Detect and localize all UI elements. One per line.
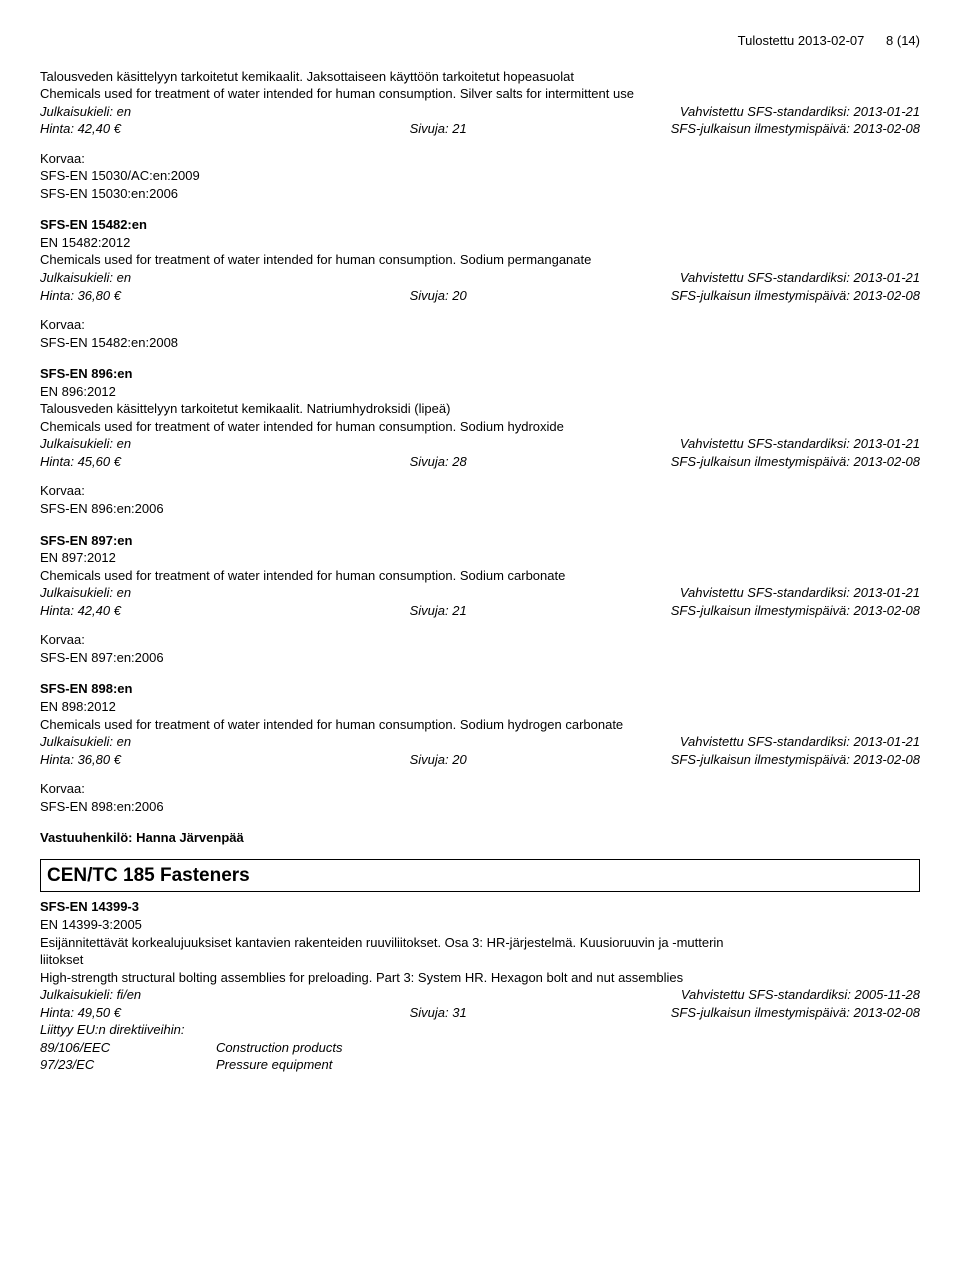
title-en: Chemicals used for treatment of water in… — [40, 85, 920, 103]
standard-code-en: EN 14399-3:2005 — [40, 916, 920, 934]
replaces-item: SFS-EN 896:en:2006 — [40, 500, 920, 518]
directive-label: Liittyy EU:n direktiiveihin: — [40, 1021, 920, 1039]
price: Hinta: 42,40 € — [40, 120, 410, 138]
pages: Sivuja: 21 — [410, 120, 586, 138]
price: Hinta: 36,80 € — [40, 287, 410, 305]
title-fi: liitokset — [40, 951, 920, 969]
pages: Sivuja: 20 — [410, 287, 586, 305]
pages: Sivuja: 21 — [410, 602, 586, 620]
pub-date: SFS-julkaisun ilmestymispäivä: 2013-02-0… — [586, 120, 920, 138]
standard-entry: SFS-EN 15482:en EN 15482:2012 Chemicals … — [40, 216, 920, 351]
pages: Sivuja: 20 — [410, 751, 586, 769]
pub-date: SFS-julkaisun ilmestymispäivä: 2013-02-0… — [586, 751, 920, 769]
pub-date: SFS-julkaisun ilmestymispäivä: 2013-02-0… — [586, 1004, 920, 1022]
price: Hinta: 42,40 € — [40, 602, 410, 620]
section-heading: CEN/TC 185 Fasteners — [40, 859, 920, 893]
standard-code-en: EN 15482:2012 — [40, 234, 920, 252]
standard-code: SFS-EN 896:en — [40, 365, 920, 383]
pub-date: SFS-julkaisun ilmestymispäivä: 2013-02-0… — [586, 287, 920, 305]
standard-entry: SFS-EN 898:en EN 898:2012 Chemicals used… — [40, 680, 920, 815]
confirmed-date: Vahvistettu SFS-standardiksi: 2013-01-21 — [680, 269, 920, 287]
replaces-item: SFS-EN 15030/AC:en:2009 — [40, 167, 920, 185]
replaces-label: Korvaa: — [40, 150, 920, 168]
title-en: Chemicals used for treatment of water in… — [40, 251, 920, 269]
title-fi: Talousveden käsittelyyn tarkoitetut kemi… — [40, 68, 920, 86]
replaces-label: Korvaa: — [40, 631, 920, 649]
replaces-item: SFS-EN 15030:en:2006 — [40, 185, 920, 203]
confirmed-date: Vahvistettu SFS-standardiksi: 2005-11-28 — [681, 986, 920, 1004]
printed-date: Tulostettu 2013-02-07 — [738, 33, 865, 48]
standard-code: SFS-EN 898:en — [40, 680, 920, 698]
directive-code: 97/23/EC — [40, 1056, 216, 1074]
price: Hinta: 49,50 € — [40, 1004, 410, 1022]
replaces-label: Korvaa: — [40, 482, 920, 500]
page-number: 8 (14) — [886, 33, 920, 48]
lang-label: Julkaisukieli: en — [40, 584, 131, 602]
pub-date: SFS-julkaisun ilmestymispäivä: 2013-02-0… — [586, 453, 920, 471]
standard-entry: Talousveden käsittelyyn tarkoitetut kemi… — [40, 68, 920, 203]
directive-name: Pressure equipment — [216, 1056, 920, 1074]
replaces-label: Korvaa: — [40, 780, 920, 798]
title-fi: Talousveden käsittelyyn tarkoitetut kemi… — [40, 400, 920, 418]
replaces-item: SFS-EN 898:en:2006 — [40, 798, 920, 816]
standard-entry: SFS-EN 896:en EN 896:2012 Talousveden kä… — [40, 365, 920, 517]
title-en: Chemicals used for treatment of water in… — [40, 716, 920, 734]
replaces-item: SFS-EN 897:en:2006 — [40, 649, 920, 667]
directive-row: 89/106/EEC Construction products — [40, 1039, 920, 1057]
lang-label: Julkaisukieli: en — [40, 103, 131, 121]
directive-row: 97/23/EC Pressure equipment — [40, 1056, 920, 1074]
confirmed-date: Vahvistettu SFS-standardiksi: 2013-01-21 — [680, 103, 920, 121]
lang-label: Julkaisukieli: en — [40, 269, 131, 287]
standard-code: SFS-EN 15482:en — [40, 216, 920, 234]
directive-name: Construction products — [216, 1039, 920, 1057]
pages: Sivuja: 28 — [410, 453, 586, 471]
standard-entry: SFS-EN 14399-3 EN 14399-3:2005 Esijännit… — [40, 898, 920, 1073]
standard-code-en: EN 897:2012 — [40, 549, 920, 567]
directive-code: 89/106/EEC — [40, 1039, 216, 1057]
standard-code-en: EN 898:2012 — [40, 698, 920, 716]
confirmed-date: Vahvistettu SFS-standardiksi: 2013-01-21 — [680, 733, 920, 751]
price: Hinta: 36,80 € — [40, 751, 410, 769]
replaces-item: SFS-EN 15482:en:2008 — [40, 334, 920, 352]
responsible-person: Vastuuhenkilö: Hanna Järvenpää — [40, 829, 920, 847]
standard-code: SFS-EN 897:en — [40, 532, 920, 550]
standard-entry: SFS-EN 897:en EN 897:2012 Chemicals used… — [40, 532, 920, 667]
price: Hinta: 45,60 € — [40, 453, 410, 471]
standard-code-en: EN 896:2012 — [40, 383, 920, 401]
pub-date: SFS-julkaisun ilmestymispäivä: 2013-02-0… — [586, 602, 920, 620]
confirmed-date: Vahvistettu SFS-standardiksi: 2013-01-21 — [680, 584, 920, 602]
standard-code: SFS-EN 14399-3 — [40, 898, 920, 916]
replaces-label: Korvaa: — [40, 316, 920, 334]
lang-label: Julkaisukieli: en — [40, 733, 131, 751]
title-en: Chemicals used for treatment of water in… — [40, 418, 920, 436]
title-en: Chemicals used for treatment of water in… — [40, 567, 920, 585]
lang-label: Julkaisukieli: fi/en — [40, 986, 141, 1004]
confirmed-date: Vahvistettu SFS-standardiksi: 2013-01-21 — [680, 435, 920, 453]
pages: Sivuja: 31 — [410, 1004, 586, 1022]
title-fi: Esijännitettävät korkealujuuksiset kanta… — [40, 934, 920, 952]
lang-label: Julkaisukieli: en — [40, 435, 131, 453]
print-header: Tulostettu 2013-02-07 8 (14) — [40, 32, 920, 50]
title-en: High-strength structural bolting assembl… — [40, 969, 920, 987]
